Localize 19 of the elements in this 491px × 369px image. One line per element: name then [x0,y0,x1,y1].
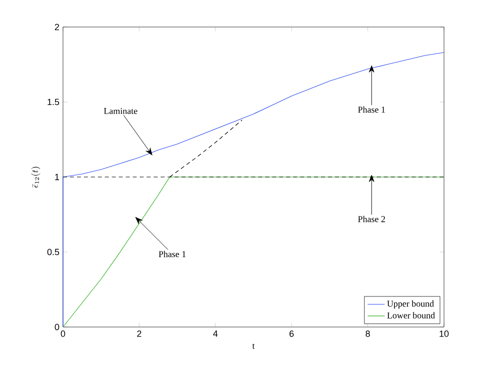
y-tick-label: 1.5 [48,98,60,106]
y-tick-label: 0.5 [47,248,60,256]
x-tick-label: 4 [213,330,218,337]
annotation: Laminate [104,108,138,114]
legend-label: Upper bound [387,300,434,309]
x-tick-label: 10 [440,330,449,337]
x-tick-label: 0 [60,330,66,337]
x-tick-label: 8 [366,330,370,337]
annotation: Phase 1 [158,250,186,258]
y-tick-label: 2 [54,24,60,30]
y-axis-title: $\bar{\epsilon}_{12}(t)$ [31,166,40,188]
y-tick-label: 1 [55,174,60,180]
legend-label: Lower bound [387,312,435,318]
annotation: Phase 2 [358,216,385,222]
x-tick-label: 2 [137,330,142,337]
y-tick-label: 0 [54,324,60,330]
annotation: Phase 1 [358,106,385,113]
x-axis-title: t [252,344,255,349]
x-tick-label: 6 [290,330,294,337]
